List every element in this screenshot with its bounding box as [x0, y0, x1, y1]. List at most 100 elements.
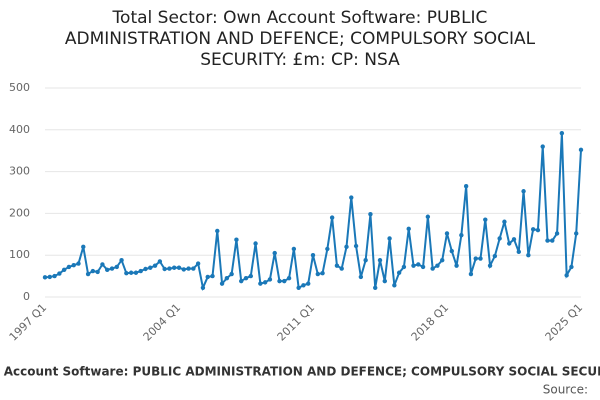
data-point: [473, 256, 478, 261]
data-point: [272, 250, 277, 256]
data-point: [349, 195, 354, 200]
data-point: [569, 264, 574, 270]
data-point: [416, 262, 421, 267]
data-point: [248, 273, 253, 279]
data-point: [291, 246, 297, 252]
data-point: [530, 227, 536, 232]
data-point: [71, 263, 76, 268]
data-point: [425, 214, 431, 219]
data-point: [61, 267, 67, 273]
data-point: [310, 253, 316, 258]
data-point: [334, 263, 340, 268]
data-point: [363, 258, 368, 263]
data-point: [81, 244, 86, 250]
data-point: [119, 258, 124, 263]
data-point: [152, 263, 158, 268]
data-point: [205, 274, 210, 280]
chart-title: Total Sector: Own Account Software: PUBL…: [112, 8, 488, 28]
data-point: [181, 267, 186, 272]
data-point: [90, 268, 96, 274]
data-point: [516, 249, 521, 255]
data-point: [301, 283, 306, 288]
data-point: [66, 264, 72, 270]
data-point: [320, 270, 325, 276]
data-point: [224, 275, 230, 281]
data-point: [195, 261, 201, 266]
data-point: [148, 265, 153, 270]
data-point: [483, 217, 488, 222]
data-point: [124, 270, 129, 276]
source: Source:: [543, 383, 588, 397]
data-point: [392, 283, 397, 288]
data-point: [200, 285, 206, 291]
data-point: [76, 261, 81, 266]
data-point: [128, 270, 134, 275]
data-point: [478, 256, 483, 261]
data-point: [325, 246, 330, 252]
data-point: [133, 270, 139, 275]
data-point: [454, 263, 459, 268]
chart-title: ADMINISTRATION AND DEFENCE; COMPULSORY S…: [65, 29, 536, 49]
data-point: [315, 271, 320, 277]
data-point: [329, 215, 335, 220]
y-tick-label: 0: [23, 290, 30, 303]
data-point: [339, 266, 344, 271]
data-point: [574, 231, 579, 236]
data-point: [401, 264, 407, 270]
data-point: [559, 130, 565, 136]
x-tick-label: 2018 Q1: [409, 301, 452, 344]
y-tick-label: 300: [9, 165, 30, 178]
data-point: [85, 271, 91, 277]
y-tick-label: 400: [9, 123, 30, 136]
data-point: [191, 266, 196, 271]
data-point: [57, 271, 62, 276]
data-point: [176, 265, 182, 270]
data-point: [406, 226, 411, 232]
data-point: [253, 241, 258, 246]
data-point: [282, 278, 287, 284]
x-tick-label: 2011 Q1: [275, 301, 318, 344]
data-point: [387, 236, 392, 241]
data-point: [296, 285, 301, 291]
data-point: [440, 258, 445, 263]
data-point: [277, 278, 282, 284]
data-point: [487, 263, 493, 268]
data-point: [262, 280, 268, 285]
data-point: [100, 262, 105, 267]
data-point: [449, 248, 454, 254]
data-point: [420, 264, 426, 270]
data-point: [234, 237, 239, 242]
data-point: [52, 273, 57, 279]
data-point: [396, 270, 402, 275]
data-point: [42, 275, 48, 280]
data-point: [535, 227, 541, 233]
data-point: [430, 266, 435, 271]
data-point: [306, 281, 311, 286]
data-point: [377, 258, 383, 263]
data-point: [507, 241, 512, 246]
data-point: [502, 219, 507, 224]
y-tick-label: 200: [9, 206, 30, 219]
chart-title: SECURITY: £m: CP: NSA: [200, 50, 400, 70]
data-point: [258, 281, 263, 286]
legend-entry: Total Sector: Own Account Software: PUBL…: [0, 365, 600, 379]
data-point: [435, 263, 440, 268]
data-point: [47, 274, 52, 280]
y-tick-label: 100: [9, 248, 30, 261]
data-point: [463, 184, 469, 189]
x-tick-label: 2004 Q1: [141, 301, 184, 344]
data-point: [521, 189, 526, 194]
y-tick-label: 500: [9, 81, 30, 94]
data-point: [286, 275, 292, 281]
data-point: [219, 281, 225, 286]
data-point: [162, 266, 167, 272]
data-point: [105, 267, 110, 273]
data-point: [554, 231, 560, 236]
data-line: [44, 133, 582, 292]
data-point: [167, 266, 172, 271]
data-point: [344, 244, 349, 250]
data-point: [511, 237, 517, 242]
data-point: [210, 273, 215, 279]
data-point: [497, 236, 502, 241]
